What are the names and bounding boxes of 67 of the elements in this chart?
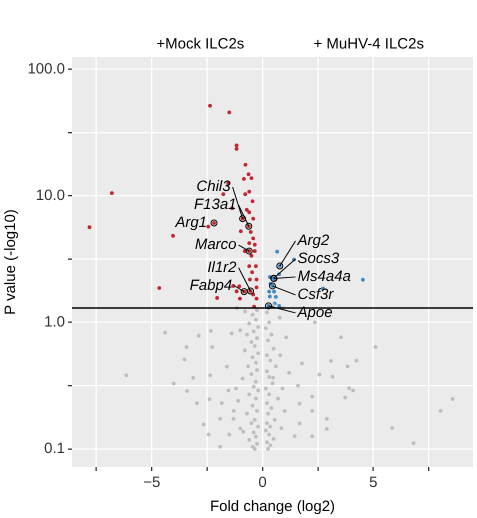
point xyxy=(252,242,257,247)
point xyxy=(242,249,247,253)
annotation: Apoe xyxy=(296,304,333,322)
point xyxy=(221,192,226,196)
point xyxy=(157,286,162,290)
point xyxy=(247,264,252,268)
y-axis-title: P value (-log10) xyxy=(2,209,20,315)
point xyxy=(234,289,239,294)
point xyxy=(254,278,258,282)
point xyxy=(244,208,249,212)
point xyxy=(247,210,252,214)
annotation: Arg2 xyxy=(296,232,330,250)
point xyxy=(110,191,114,196)
point xyxy=(234,144,239,148)
point xyxy=(254,296,258,301)
point xyxy=(250,199,254,204)
point xyxy=(254,264,258,268)
point xyxy=(248,230,253,234)
annotation: F13a1 xyxy=(194,196,237,214)
text: + MuHV-4 ILC2s xyxy=(314,36,424,53)
point xyxy=(250,254,254,258)
point xyxy=(250,270,254,274)
point xyxy=(238,229,243,234)
x-tick-label: 0 xyxy=(258,474,267,492)
point xyxy=(274,294,278,299)
point xyxy=(254,285,258,290)
point xyxy=(215,296,220,300)
point xyxy=(234,146,239,151)
point xyxy=(88,225,92,230)
point xyxy=(243,192,248,196)
y-tick-label: 0.1 xyxy=(44,440,65,458)
annotation: Ms4a4a xyxy=(298,268,351,286)
point xyxy=(248,278,252,282)
point xyxy=(206,224,210,229)
point xyxy=(247,241,252,246)
point xyxy=(171,234,175,238)
annotation: Marco xyxy=(194,236,237,254)
annotation: Arg1 xyxy=(174,214,208,232)
annotation: Il1r2 xyxy=(207,258,238,276)
point xyxy=(275,250,280,254)
point xyxy=(267,290,272,294)
point xyxy=(238,296,242,301)
point xyxy=(268,294,272,298)
annotation: Socs3 xyxy=(298,250,340,268)
point xyxy=(272,290,276,294)
point xyxy=(252,249,257,253)
x-tick-label: 5 xyxy=(369,474,378,492)
point xyxy=(227,110,232,114)
point xyxy=(251,216,256,221)
point xyxy=(237,284,242,288)
y-tick-label: 100.0 xyxy=(27,60,65,78)
point xyxy=(251,236,256,240)
y-tick-label: 10.0 xyxy=(36,186,65,204)
x-axis-title: Fold change (log2) xyxy=(210,498,336,516)
annotation: Chil3 xyxy=(196,178,232,196)
point xyxy=(242,177,246,181)
annotation: Csf3r xyxy=(298,286,334,304)
point xyxy=(244,162,248,167)
point xyxy=(360,278,365,282)
point xyxy=(246,172,250,176)
y-tick-label: 1.0 xyxy=(44,314,65,331)
text: +Mock ILC2s xyxy=(156,36,244,53)
point xyxy=(250,176,254,180)
point xyxy=(208,104,212,108)
x-tick-label: −5 xyxy=(143,474,160,492)
annotation: Fabp4 xyxy=(190,276,232,294)
point xyxy=(247,190,252,194)
